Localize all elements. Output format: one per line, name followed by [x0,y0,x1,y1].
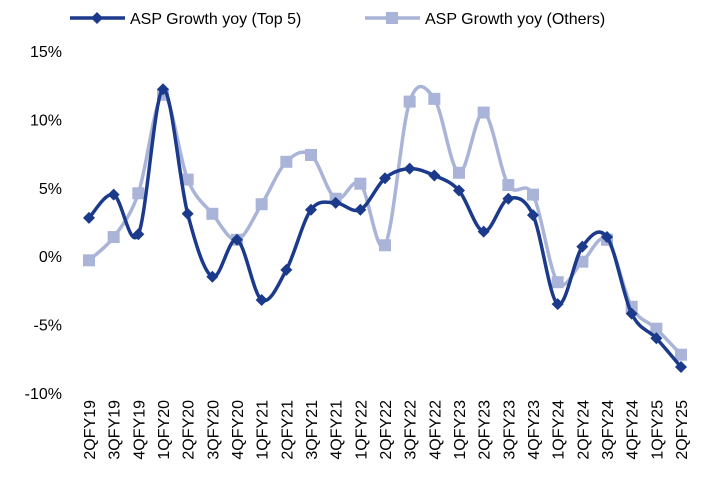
marker [255,293,268,306]
x-tick-label: 1QFY20 [156,400,173,460]
y-tick-label: 10% [30,112,62,129]
x-tick-label: 4QFY20 [230,400,247,460]
marker [428,169,441,182]
marker [354,177,367,190]
marker [157,83,169,96]
x-tick-label: 1QFY22 [353,400,370,460]
marker [132,228,145,241]
x-tick-label: 3QFY20 [205,400,222,460]
marker [576,255,589,268]
marker [206,270,219,283]
marker [625,307,638,320]
marker [83,211,95,224]
x-tick-label: 2QFY19 [82,400,99,460]
x-tick-label: 2QFY22 [378,400,395,460]
marker [527,188,539,201]
x-tick-label: 4QFY24 [625,400,642,460]
x-tick-label: 2QFY24 [575,400,592,460]
marker [181,207,194,220]
x-tick-label: 3QFY22 [403,400,420,460]
legend-label: ASP Growth yoy (Others) [425,11,605,28]
marker [379,172,391,185]
marker [675,348,687,361]
x-tick-label: 3QFY21 [304,400,321,460]
y-tick-label: 0% [39,249,62,266]
line [87,87,683,369]
line [87,84,683,356]
y-tick-label: -5% [34,318,62,335]
x-tick-label: 4QFY23 [526,400,543,460]
marker [91,12,103,24]
marker [255,198,268,211]
marker [502,179,515,192]
marker [527,209,539,222]
marker [576,240,589,253]
marker [305,203,317,216]
marker [83,254,95,267]
x-tick-label: 1QFY23 [452,400,469,460]
marker [379,239,391,252]
marker [386,12,398,24]
x-tick-label: 1QFY21 [255,400,272,460]
x-tick-label: 4QFY19 [131,400,148,460]
x-tick-label: 3QFY23 [501,400,518,460]
marker [107,188,120,201]
marker [132,187,145,200]
y-tick-label: 5% [39,181,62,198]
marker [650,332,663,345]
y-tick-label: 15% [30,44,62,61]
marker [675,361,687,374]
marker [477,225,490,238]
legend-label: ASP Growth yoy (Top 5) [130,11,301,28]
marker [428,92,441,105]
marker [403,95,416,108]
x-tick-label: 1QFY24 [551,400,568,460]
y-tick-label: -10% [25,386,62,403]
x-tick-label: 3QFY19 [107,400,124,460]
marker [231,233,243,246]
marker [601,231,613,244]
marker [181,173,194,186]
x-tick-label: 2QFY23 [477,400,494,460]
marker [403,162,416,175]
marker [551,298,564,311]
marker [650,322,663,335]
marker [107,231,120,244]
marker [280,155,293,168]
x-tick-label: 2QFY21 [279,400,296,460]
marker [329,196,342,209]
marker [453,166,465,179]
x-tick-label: 4QFY22 [427,400,444,460]
marker [280,263,293,276]
x-tick-label: 3QFY24 [600,400,617,460]
x-tick-label: 4QFY21 [329,400,346,460]
marker [502,192,515,205]
marker [551,276,564,289]
x-tick-label: 2QFY20 [181,400,198,460]
marker [206,207,219,220]
marker [477,106,490,119]
marker [453,184,465,197]
x-tick-label: 2QFY25 [674,400,691,460]
marker [354,203,367,216]
x-tick-label: 1QFY25 [649,400,666,460]
marker [305,148,317,161]
